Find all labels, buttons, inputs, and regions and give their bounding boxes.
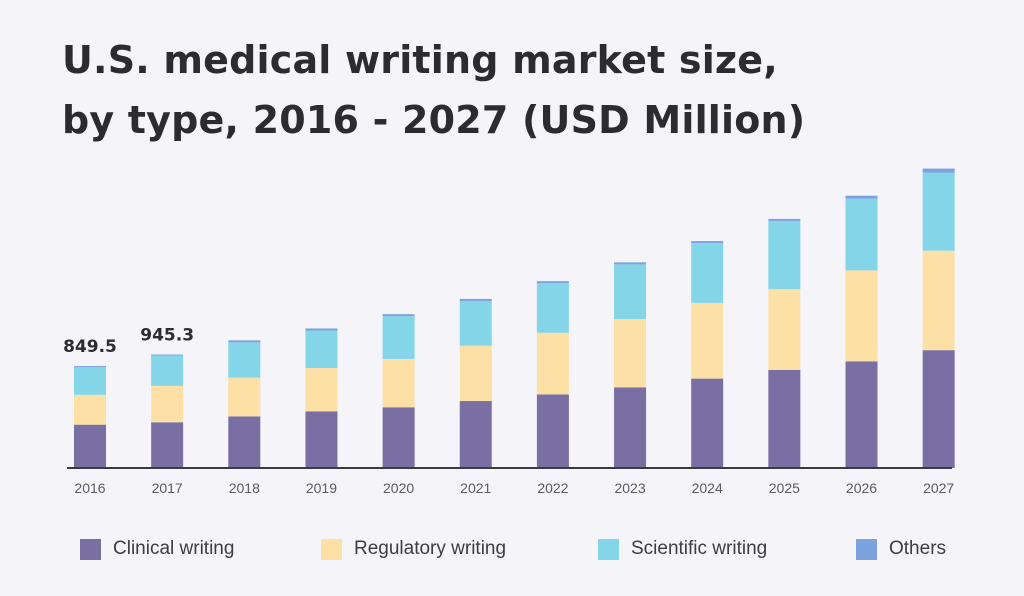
legend-label-regulatory-writing: Regulatory writing	[354, 538, 507, 559]
bar-others-2020	[382, 314, 415, 317]
bar-clinical-writing-2016	[74, 424, 106, 468]
bar-clinical-writing-2020	[382, 407, 415, 468]
legend-label-clinical-writing: Clinical writing	[113, 538, 235, 559]
bar-others-2027	[922, 168, 955, 173]
legend-item-regulatory-writing: Regulatory writing	[321, 534, 506, 564]
chart-title-line1: U.S. medical writing market size,	[62, 38, 778, 82]
bar-scientific-writing-2021	[459, 300, 492, 346]
bar-scientific-writing-2018	[228, 342, 261, 378]
bar-regulatory-writing-2026	[845, 270, 878, 362]
bar-regulatory-writing-2024	[691, 302, 724, 379]
legend-item-scientific-writing: Scientific writing	[598, 534, 767, 564]
legend: Clinical writing Regulatory writing Scient…	[0, 534, 1024, 564]
bar-others-2017	[151, 354, 184, 356]
legend-item-clinical-writing: Clinical writing	[80, 534, 234, 564]
bar-others-2018	[228, 340, 261, 343]
bar-regulatory-writing-2021	[459, 345, 492, 402]
x-tick-label-2021: 2021	[460, 480, 491, 496]
bar-clinical-writing-2027	[922, 350, 955, 468]
x-tick-label-2024: 2024	[692, 480, 723, 496]
bar-scientific-writing-2017	[151, 355, 184, 386]
x-tick-label-2026: 2026	[846, 480, 877, 496]
legend-swatch-clinical-writing	[80, 538, 101, 560]
bar-scientific-writing-2016	[74, 367, 106, 395]
legend-label-scientific-writing: Scientific writing	[631, 538, 768, 559]
bar-others-2023	[614, 262, 647, 265]
bar-clinical-writing-2023	[614, 387, 647, 468]
chart-title: U.S. medical writing market size, by typ…	[62, 30, 805, 150]
bar-scientific-writing-2024	[691, 243, 724, 303]
bar-clinical-writing-2018	[228, 416, 261, 468]
bar-others-2022	[536, 281, 569, 284]
x-tick-label-2016: 2016	[74, 480, 105, 496]
bar-clinical-writing-2026	[845, 361, 878, 468]
data-label-2017: 945.3	[140, 326, 194, 346]
bar-clinical-writing-2022	[536, 394, 569, 468]
bar-regulatory-writing-2023	[614, 319, 647, 388]
bar-scientific-writing-2026	[845, 198, 878, 271]
legend-swatch-others	[856, 538, 877, 560]
bar-others-2016	[74, 366, 106, 368]
x-tick-label-2023: 2023	[614, 480, 645, 496]
bar-clinical-writing-2025	[768, 369, 801, 468]
x-tick-label-2022: 2022	[537, 480, 568, 496]
bar-regulatory-writing-2027	[922, 250, 955, 351]
bar-others-2019	[305, 328, 338, 331]
x-tick-label-2025: 2025	[769, 480, 800, 496]
bar-clinical-writing-2021	[459, 401, 492, 468]
bar-regulatory-writing-2019	[305, 368, 338, 412]
bar-regulatory-writing-2018	[228, 377, 261, 417]
bar-regulatory-writing-2020	[382, 358, 415, 408]
bar-regulatory-writing-2017	[151, 385, 184, 423]
bar-clinical-writing-2019	[305, 411, 338, 468]
bar-others-2024	[691, 241, 724, 244]
bar-others-2025	[768, 218, 801, 221]
x-tick-label-2017: 2017	[152, 480, 183, 496]
legend-swatch-regulatory-writing	[321, 538, 342, 560]
bar-scientific-writing-2019	[305, 330, 338, 369]
bar-clinical-writing-2017	[151, 422, 184, 468]
legend-item-others: Others	[856, 534, 946, 564]
bar-scientific-writing-2025	[768, 220, 801, 290]
legend-label-others: Others	[889, 538, 947, 559]
x-tick-label-2027: 2027	[923, 480, 954, 496]
chart-title-line2: by type, 2016 - 2027 (USD Million)	[62, 98, 806, 142]
bar-scientific-writing-2020	[382, 316, 415, 359]
bar-scientific-writing-2023	[614, 264, 647, 320]
bar-regulatory-writing-2022	[536, 332, 569, 395]
x-tick-label-2018: 2018	[229, 480, 260, 496]
bar-regulatory-writing-2016	[74, 394, 106, 425]
bar-scientific-writing-2022	[536, 283, 569, 333]
legend-swatch-scientific-writing	[598, 538, 619, 560]
bar-others-2026	[845, 195, 878, 199]
bar-others-2021	[459, 298, 492, 301]
bar-clinical-writing-2024	[691, 378, 724, 468]
x-tick-label-2019: 2019	[306, 480, 337, 496]
bar-regulatory-writing-2025	[768, 289, 801, 370]
bar-scientific-writing-2027	[922, 172, 955, 251]
data-label-2016: 849.5	[63, 337, 117, 357]
x-tick-label-2020: 2020	[383, 480, 414, 496]
